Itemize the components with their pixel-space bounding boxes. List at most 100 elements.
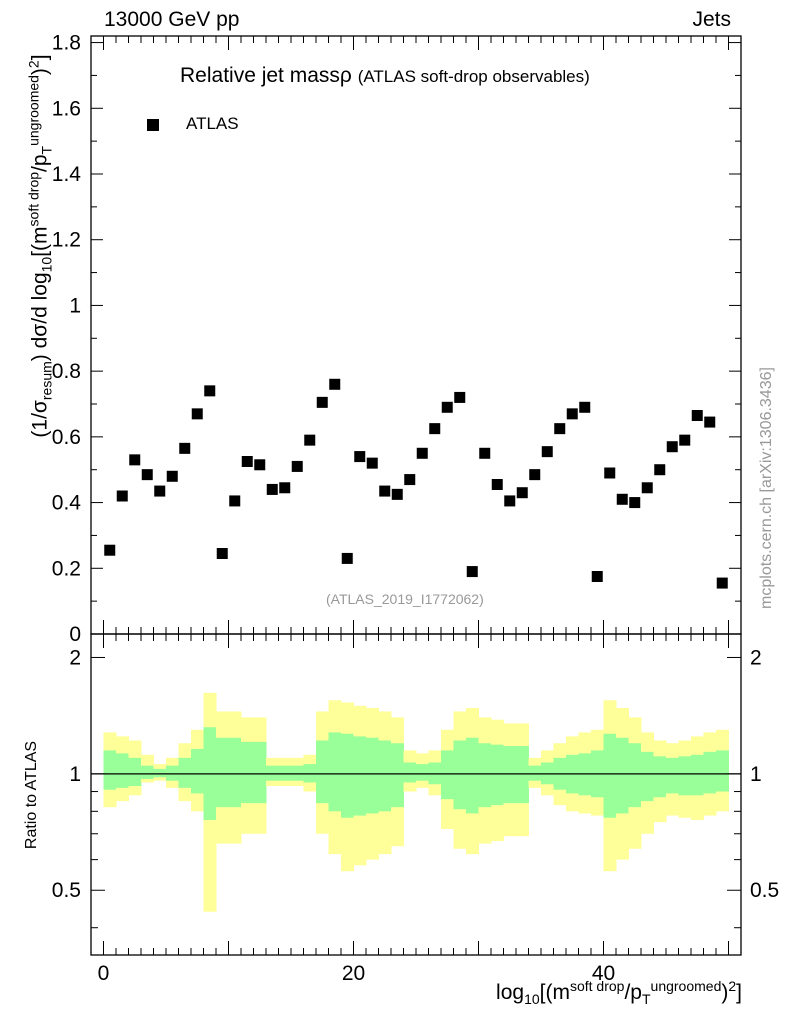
ratio-band-inner bbox=[478, 743, 492, 808]
ratio-plot-frame bbox=[90, 633, 742, 956]
y-tick-label: 0.6 bbox=[52, 426, 81, 449]
data-point bbox=[441, 401, 453, 413]
data-point bbox=[529, 469, 541, 481]
ratio-band-inner bbox=[341, 733, 354, 818]
y-tick-label: 0.2 bbox=[52, 557, 81, 580]
y-tick-label: 0.4 bbox=[52, 492, 82, 515]
ratio-band-inner bbox=[191, 748, 204, 794]
x-tick-label: 0 bbox=[98, 962, 110, 985]
y-tick-label: 0 bbox=[69, 623, 81, 646]
data-point bbox=[391, 488, 403, 500]
data-point bbox=[216, 548, 228, 559]
x-axis-label: log10[(msoft drop/pTungroomed)2] bbox=[496, 978, 742, 1008]
y-axis-label: (1/σresum) dσ/d log10[(msoft drop/pTungr… bbox=[25, 54, 55, 438]
data-point bbox=[616, 493, 628, 505]
ratio-y-tick-label: 1 bbox=[69, 763, 81, 786]
data-point bbox=[191, 408, 203, 420]
ratio-band-inner bbox=[616, 737, 629, 814]
energy-label: 13000 GeV pp bbox=[104, 8, 240, 31]
data-point bbox=[316, 396, 328, 408]
ratio-band-inner bbox=[141, 765, 154, 779]
ratio-band-inner bbox=[166, 765, 179, 781]
data-point bbox=[604, 467, 616, 479]
ratio-y-tick-label: 2 bbox=[750, 646, 762, 669]
source-watermark: mcplots.cern.ch [arXiv:1306.3436] bbox=[758, 367, 775, 609]
ratio-band-inner bbox=[403, 762, 417, 783]
data-point bbox=[516, 487, 528, 499]
y-tick-label: 0.8 bbox=[52, 360, 81, 383]
ratio-y-axis-label: Ratio to ATLAS bbox=[23, 740, 40, 850]
x-tick-label: 40 bbox=[592, 962, 615, 985]
ratio-band-inner bbox=[153, 768, 167, 778]
y-tick-label: 1 bbox=[69, 294, 81, 317]
data-point bbox=[566, 408, 578, 420]
ratio-band-inner bbox=[453, 740, 467, 810]
data-point bbox=[329, 378, 341, 390]
data-point bbox=[166, 470, 178, 482]
ratio-band-inner bbox=[491, 744, 504, 806]
data-point bbox=[404, 474, 416, 486]
ratio-band-inner bbox=[266, 765, 279, 781]
data-point bbox=[629, 497, 641, 509]
ratio-band-inner bbox=[241, 741, 254, 804]
ratio-band-inner bbox=[703, 751, 717, 794]
ratio-y-tick-label: 0.5 bbox=[750, 879, 779, 902]
data-point bbox=[591, 571, 603, 582]
data-point bbox=[291, 460, 303, 472]
data-point bbox=[116, 490, 128, 502]
tick-labels: 0 0.2 0.4 0.6 0.8 1 1.2 1.4 1.6 1.8 0 20 40 0.5 0.5 1 1 2… bbox=[52, 32, 779, 985]
ratio-band-inner bbox=[691, 754, 704, 796]
y-tick-label: 1.4 bbox=[52, 163, 82, 186]
ratio-band-inner bbox=[603, 733, 617, 818]
data-point bbox=[691, 410, 703, 421]
data-point bbox=[454, 391, 466, 403]
data-point bbox=[491, 479, 503, 490]
ratio-band-inner bbox=[628, 743, 642, 808]
title-main: Relative jet massρ bbox=[180, 64, 352, 87]
data-point bbox=[666, 441, 678, 453]
data-point bbox=[541, 446, 553, 458]
data-point bbox=[679, 434, 691, 446]
ratio-band-inner bbox=[641, 751, 654, 802]
data-point bbox=[641, 482, 653, 494]
data-point bbox=[341, 552, 353, 564]
data-point bbox=[241, 456, 253, 467]
ratio-band-inner bbox=[178, 757, 192, 788]
data-point bbox=[229, 495, 241, 507]
data-point bbox=[129, 454, 141, 466]
y-tick-label: 1.6 bbox=[52, 97, 81, 120]
title-sub: (ATLAS soft-drop observables) bbox=[357, 67, 590, 86]
ratio-band-inner bbox=[391, 743, 404, 808]
ratio-band-inner bbox=[678, 756, 692, 796]
legend-label: ATLAS bbox=[186, 114, 239, 133]
data-point bbox=[154, 485, 166, 497]
ratio-band-inner bbox=[253, 741, 267, 804]
data-point bbox=[416, 447, 428, 459]
data-point bbox=[466, 566, 478, 578]
ratio-band-inner bbox=[503, 746, 517, 804]
ratio-band-inner bbox=[228, 737, 242, 808]
ratio-band-inner bbox=[316, 740, 329, 804]
data-point bbox=[366, 457, 378, 469]
ratio-y-tick-label: 0.5 bbox=[52, 879, 81, 902]
data-point bbox=[429, 423, 441, 435]
data-point bbox=[354, 451, 366, 463]
y-tick-label: 1.2 bbox=[52, 229, 81, 252]
ratio-band-inner bbox=[666, 757, 679, 794]
plot-title: Relative jet massρ (ATLAS soft-drop obse… bbox=[180, 64, 590, 88]
ratio-band-inner bbox=[353, 736, 367, 816]
data-point bbox=[579, 401, 591, 413]
analysis-reference: (ATLAS_2019_I1772062) bbox=[326, 591, 484, 607]
ratio-band-inner bbox=[278, 765, 292, 781]
ratio-band-inner bbox=[116, 753, 129, 788]
y-tick-label: 1.8 bbox=[52, 32, 81, 55]
ratio-band-inner bbox=[528, 765, 542, 781]
ratio-band-inner bbox=[216, 737, 229, 808]
ratio-band-inner bbox=[291, 765, 304, 781]
data-point bbox=[104, 544, 116, 556]
data-point bbox=[704, 416, 716, 428]
ratio-bands bbox=[103, 692, 729, 912]
data-point bbox=[654, 464, 666, 476]
data-point bbox=[716, 577, 728, 589]
